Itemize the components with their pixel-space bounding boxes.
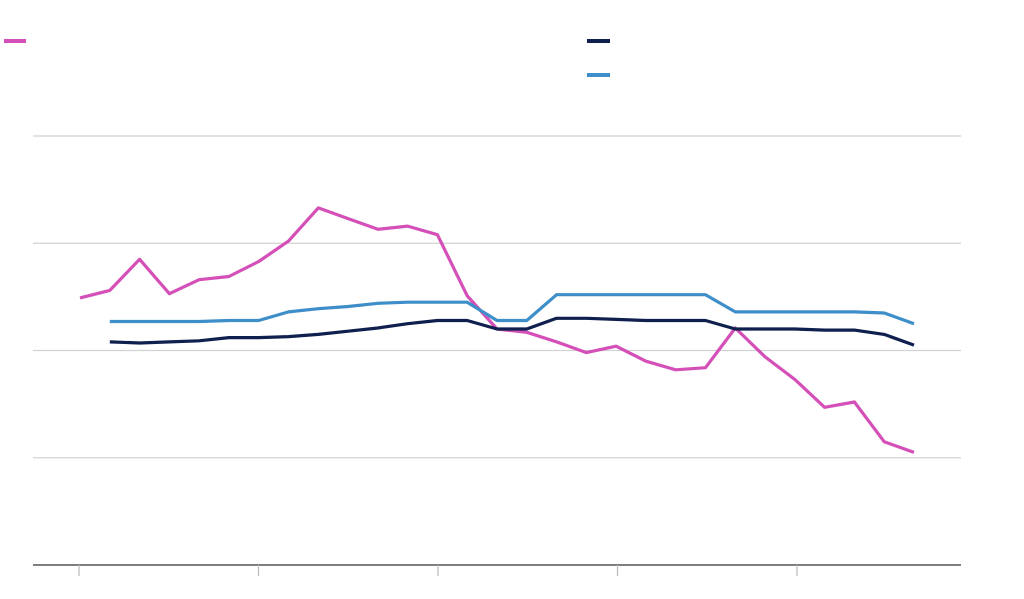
series-line-3: [109, 293, 915, 326]
series-line-2: [109, 316, 915, 347]
